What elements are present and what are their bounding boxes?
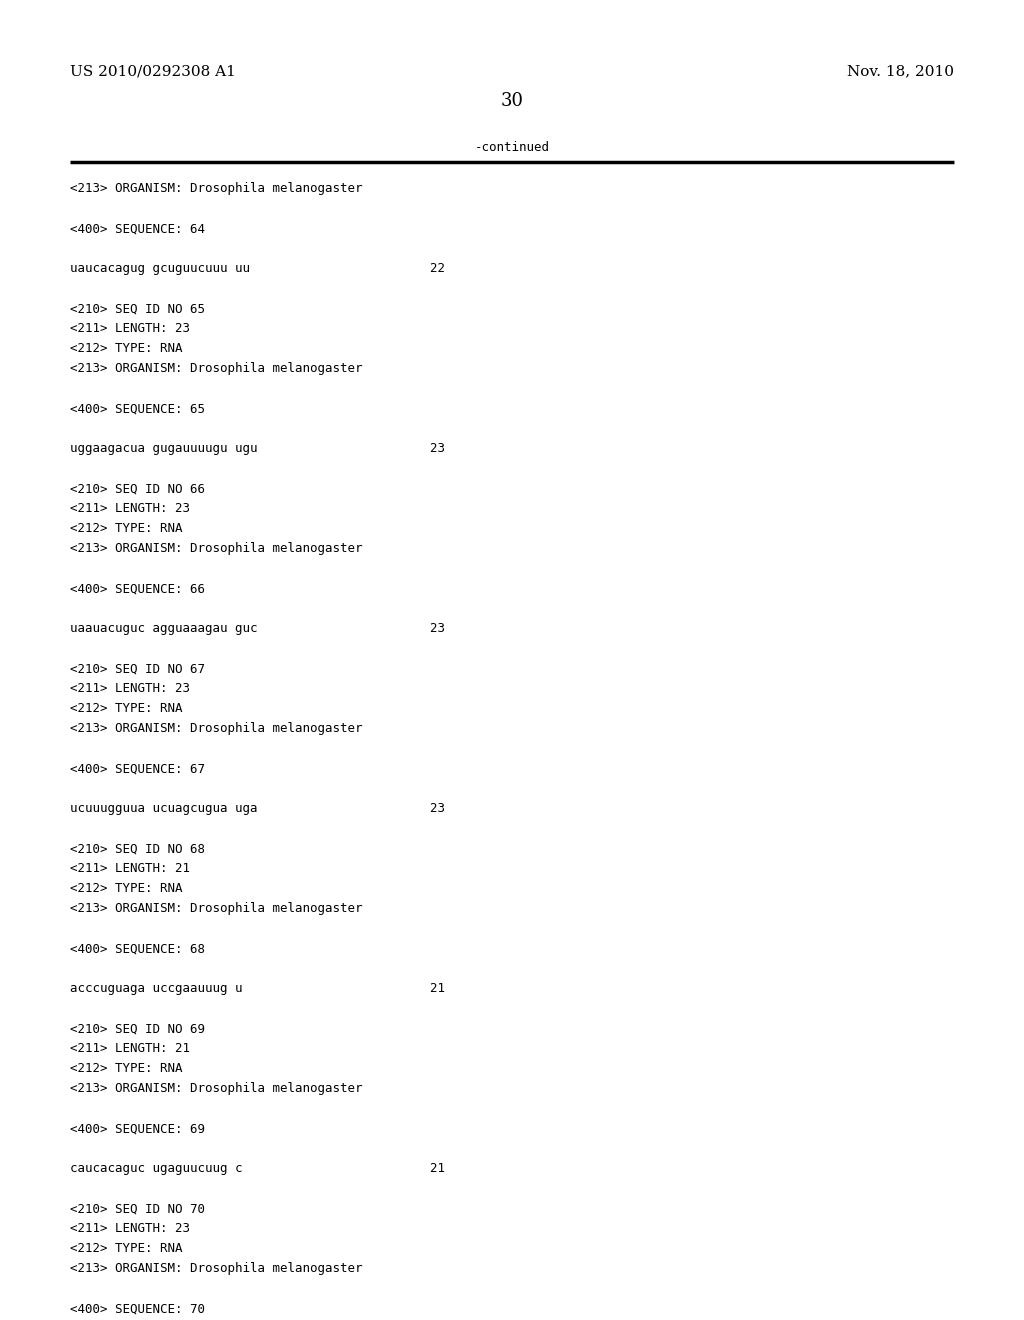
- Text: <212> TYPE: RNA: <212> TYPE: RNA: [70, 702, 182, 715]
- Text: <213> ORGANISM: Drosophila melanogaster: <213> ORGANISM: Drosophila melanogaster: [70, 1082, 362, 1096]
- Text: -continued: -continued: [474, 141, 550, 154]
- Text: uaauacuguc agguaaagau guc                       23: uaauacuguc agguaaagau guc 23: [70, 622, 444, 635]
- Text: ucuuugguua ucuagcugua uga                       23: ucuuugguua ucuagcugua uga 23: [70, 803, 444, 814]
- Text: uaucacagug gcuguucuuu uu                        22: uaucacagug gcuguucuuu uu 22: [70, 263, 444, 275]
- Text: <210> SEQ ID NO 65: <210> SEQ ID NO 65: [70, 302, 205, 315]
- Text: <213> ORGANISM: Drosophila melanogaster: <213> ORGANISM: Drosophila melanogaster: [70, 902, 362, 915]
- Text: <210> SEQ ID NO 67: <210> SEQ ID NO 67: [70, 663, 205, 675]
- Text: <212> TYPE: RNA: <212> TYPE: RNA: [70, 1242, 182, 1255]
- Text: <211> LENGTH: 23: <211> LENGTH: 23: [70, 322, 189, 335]
- Text: <212> TYPE: RNA: <212> TYPE: RNA: [70, 342, 182, 355]
- Text: <400> SEQUENCE: 67: <400> SEQUENCE: 67: [70, 762, 205, 775]
- Text: uggaagacua gugauuuugu ugu                       23: uggaagacua gugauuuugu ugu 23: [70, 442, 444, 455]
- Text: <210> SEQ ID NO 70: <210> SEQ ID NO 70: [70, 1203, 205, 1214]
- Text: <400> SEQUENCE: 66: <400> SEQUENCE: 66: [70, 582, 205, 595]
- Text: 30: 30: [501, 92, 523, 111]
- Text: Nov. 18, 2010: Nov. 18, 2010: [848, 65, 954, 79]
- Text: <211> LENGTH: 21: <211> LENGTH: 21: [70, 1041, 189, 1055]
- Text: <213> ORGANISM: Drosophila melanogaster: <213> ORGANISM: Drosophila melanogaster: [70, 1262, 362, 1275]
- Text: <211> LENGTH: 23: <211> LENGTH: 23: [70, 1222, 189, 1236]
- Text: <212> TYPE: RNA: <212> TYPE: RNA: [70, 1063, 182, 1074]
- Text: <213> ORGANISM: Drosophila melanogaster: <213> ORGANISM: Drosophila melanogaster: [70, 182, 362, 195]
- Text: <400> SEQUENCE: 64: <400> SEQUENCE: 64: [70, 222, 205, 235]
- Text: <211> LENGTH: 23: <211> LENGTH: 23: [70, 502, 189, 515]
- Text: <210> SEQ ID NO 69: <210> SEQ ID NO 69: [70, 1022, 205, 1035]
- Text: <211> LENGTH: 23: <211> LENGTH: 23: [70, 682, 189, 696]
- Text: <211> LENGTH: 21: <211> LENGTH: 21: [70, 862, 189, 875]
- Text: <212> TYPE: RNA: <212> TYPE: RNA: [70, 882, 182, 895]
- Text: <213> ORGANISM: Drosophila melanogaster: <213> ORGANISM: Drosophila melanogaster: [70, 722, 362, 735]
- Text: <400> SEQUENCE: 69: <400> SEQUENCE: 69: [70, 1122, 205, 1135]
- Text: <213> ORGANISM: Drosophila melanogaster: <213> ORGANISM: Drosophila melanogaster: [70, 543, 362, 556]
- Text: <400> SEQUENCE: 70: <400> SEQUENCE: 70: [70, 1302, 205, 1315]
- Text: acccuguaga uccgaauuug u                         21: acccuguaga uccgaauuug u 21: [70, 982, 444, 995]
- Text: <210> SEQ ID NO 68: <210> SEQ ID NO 68: [70, 842, 205, 855]
- Text: <400> SEQUENCE: 68: <400> SEQUENCE: 68: [70, 942, 205, 956]
- Text: caucacaguc ugaguucuug c                         21: caucacaguc ugaguucuug c 21: [70, 1162, 444, 1175]
- Text: <210> SEQ ID NO 66: <210> SEQ ID NO 66: [70, 482, 205, 495]
- Text: <212> TYPE: RNA: <212> TYPE: RNA: [70, 523, 182, 535]
- Text: <213> ORGANISM: Drosophila melanogaster: <213> ORGANISM: Drosophila melanogaster: [70, 362, 362, 375]
- Text: <400> SEQUENCE: 65: <400> SEQUENCE: 65: [70, 403, 205, 414]
- Text: US 2010/0292308 A1: US 2010/0292308 A1: [70, 65, 236, 79]
